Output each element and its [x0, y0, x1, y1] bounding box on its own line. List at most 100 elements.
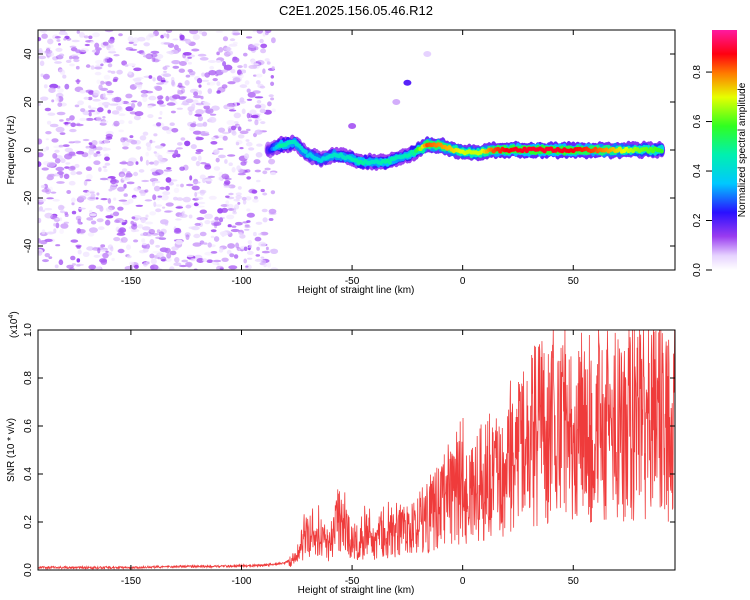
- noise-blob: [198, 222, 203, 228]
- noise-blob: [112, 123, 119, 127]
- noise-blob: [96, 49, 100, 55]
- noise-blob: [185, 98, 194, 104]
- noise-blob: [237, 126, 242, 132]
- noise-blob: [88, 35, 93, 40]
- noise-blob: [190, 258, 196, 262]
- noise-blob: [159, 110, 163, 116]
- noise-blob: [157, 159, 166, 164]
- noise-blob: [178, 68, 185, 73]
- noise-blob: [230, 69, 236, 74]
- noise-blob: [246, 212, 255, 218]
- noise-blob: [79, 89, 86, 94]
- noise-blob: [209, 113, 217, 116]
- colorbar-tick-label: 0.2: [692, 213, 703, 227]
- noise-blob: [266, 261, 272, 268]
- noise-blob: [38, 161, 42, 167]
- noise-blob: [132, 196, 137, 200]
- noise-blob: [232, 30, 236, 34]
- noise-blob: [215, 157, 220, 163]
- noise-blob: [255, 80, 261, 85]
- colorbar-tick-label: 0.0: [692, 263, 703, 277]
- colorbar-gradient: [712, 30, 737, 270]
- noise-blob: [246, 208, 251, 212]
- noise-blob: [63, 37, 67, 41]
- noise-blob: [222, 61, 227, 67]
- noise-blob: [62, 144, 70, 148]
- noise-blob: [216, 90, 221, 94]
- noise-blob: [270, 248, 279, 254]
- noise-blob: [271, 37, 276, 44]
- noise-blob: [53, 223, 57, 227]
- noise-blob: [156, 252, 164, 258]
- noise-blob: [85, 117, 94, 121]
- noise-blob: [88, 142, 93, 146]
- noise-blob: [80, 108, 86, 113]
- noise-blob: [192, 130, 202, 135]
- noise-blob: [173, 187, 180, 193]
- noise-blob: [212, 259, 222, 263]
- noise-blob: [228, 192, 234, 196]
- noise-blob: [71, 56, 80, 60]
- noise-blob: [230, 125, 237, 131]
- noise-blob: [270, 190, 276, 195]
- noise-blob: [84, 193, 90, 197]
- noise-blob: [120, 173, 125, 178]
- noise-blob: [145, 35, 151, 41]
- noise-blob: [232, 41, 238, 45]
- noise-blob: [56, 39, 61, 42]
- noise-blob: [201, 31, 208, 37]
- noise-blob: [133, 239, 139, 243]
- noise-blob: [110, 70, 116, 74]
- noise-blob: [237, 134, 245, 139]
- noise-blob: [184, 57, 189, 62]
- noise-blob: [45, 46, 51, 50]
- noise-blob: [149, 264, 159, 270]
- noise-blob: [38, 206, 44, 211]
- noise-blob: [226, 203, 234, 209]
- noise-blob: [228, 265, 238, 270]
- noise-blob: [69, 267, 75, 270]
- noise-blob: [264, 167, 271, 171]
- noise-blob: [107, 198, 112, 204]
- noise-blob: [121, 168, 128, 173]
- noise-blob: [194, 113, 202, 117]
- noise-blob: [171, 246, 179, 251]
- noise-blob: [86, 173, 93, 180]
- snr-series-line: [38, 330, 675, 570]
- noise-blob: [152, 77, 156, 82]
- noise-blob: [197, 115, 203, 122]
- noise-blob: [185, 261, 193, 268]
- noise-blob: [90, 220, 97, 225]
- noise-blob: [39, 30, 47, 33]
- noise-blob: [232, 57, 240, 63]
- noise-blob: [68, 180, 76, 186]
- noise-blob: [77, 229, 86, 234]
- noise-blob: [231, 225, 237, 228]
- noise-blob: [133, 43, 138, 46]
- noise-blob: [102, 116, 106, 119]
- noise-blob: [129, 261, 135, 265]
- snr-multiplier-exponent: 4: [8, 315, 15, 319]
- noise-blob: [109, 184, 117, 190]
- noise-blob: [159, 247, 169, 253]
- noise-blob: [206, 82, 211, 86]
- noise-blob: [179, 166, 185, 171]
- noise-blob: [52, 199, 60, 202]
- noise-blob: [103, 81, 111, 85]
- noise-blob: [104, 104, 109, 108]
- noise-blob: [199, 57, 209, 61]
- noise-blob: [208, 195, 217, 200]
- noise-blob: [171, 128, 179, 133]
- noise-blob: [211, 105, 220, 111]
- noise-blob: [95, 204, 103, 209]
- noise-blob: [64, 124, 71, 127]
- noise-blob: [149, 253, 155, 259]
- noise-blob: [226, 214, 235, 220]
- noise-blob: [193, 202, 199, 207]
- noise-blob: [102, 252, 109, 259]
- noise-blob: [157, 195, 163, 198]
- noise-blob: [127, 36, 134, 42]
- noise-blob: [43, 84, 48, 89]
- noise-blob: [163, 210, 172, 213]
